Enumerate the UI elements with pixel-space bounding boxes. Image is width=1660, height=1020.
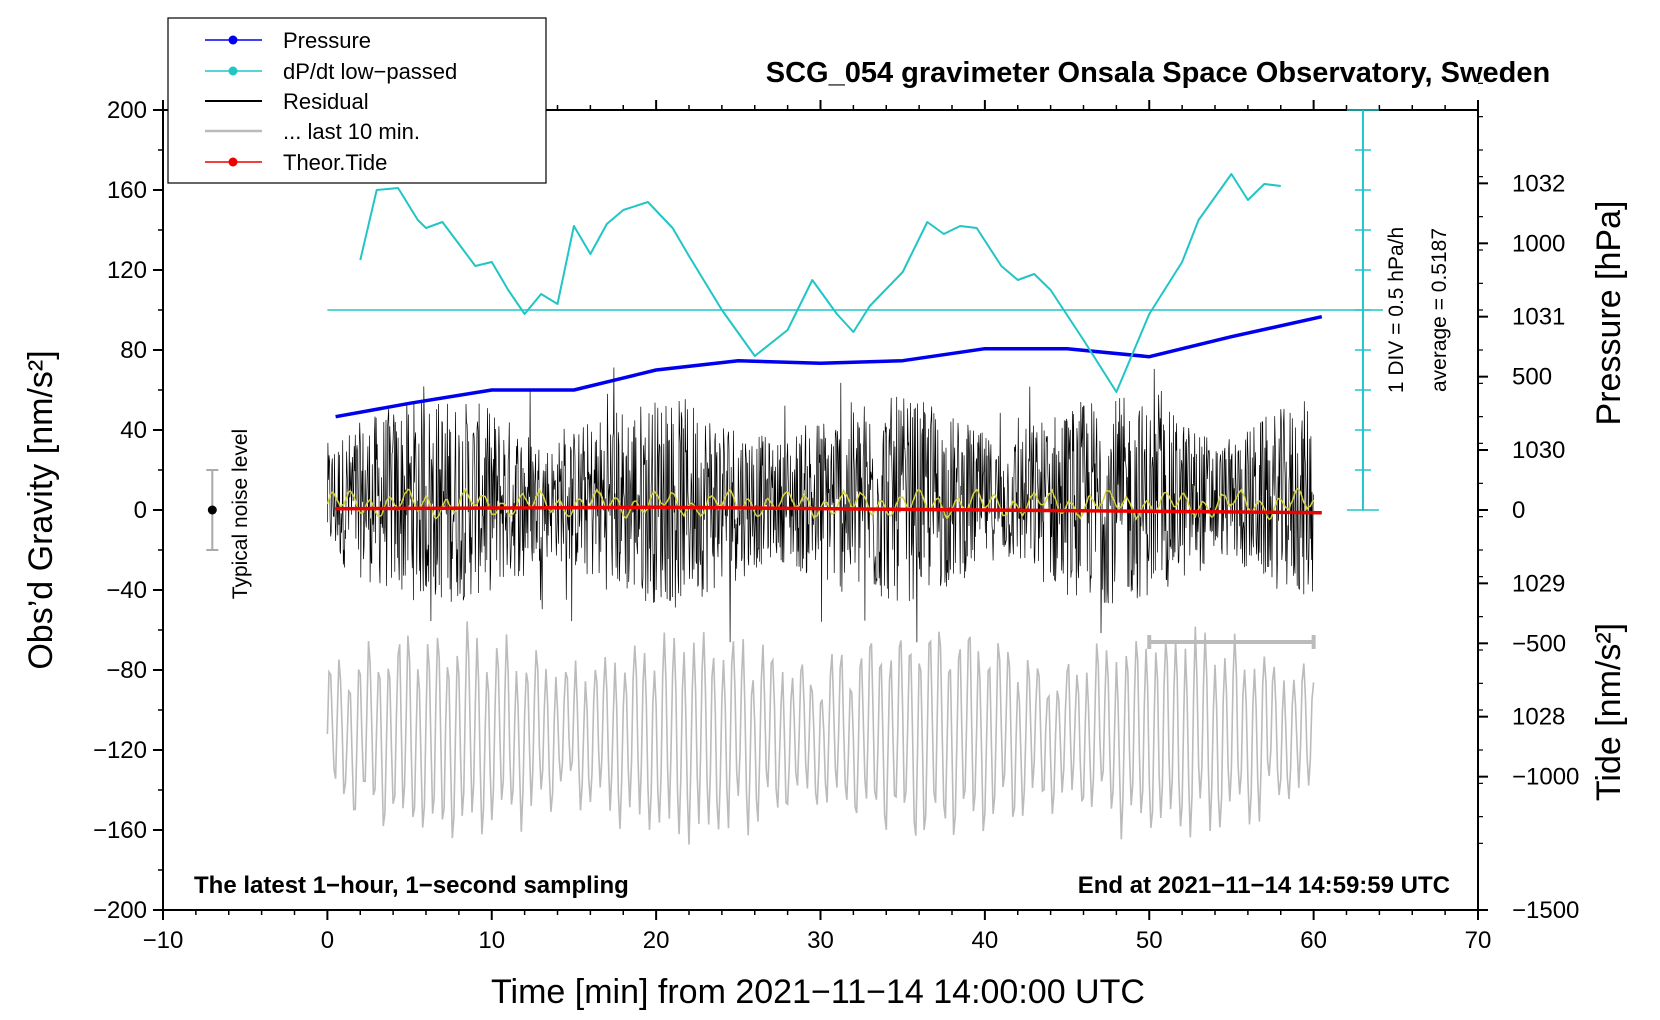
y-axis-label-tide: Tide [nm/s²]	[1590, 623, 1628, 801]
legend-label: Theor.Tide	[283, 150, 387, 175]
x-tick-label: 0	[321, 927, 334, 954]
legend-item-dpdt: dP/dt low−passed	[205, 59, 457, 84]
residual-series	[327, 367, 1314, 643]
x-tick-label: 30	[807, 927, 834, 954]
last10-line	[326, 621, 1315, 845]
legend-marker	[228, 157, 238, 167]
annotation-average: average = 0.5187	[1428, 228, 1451, 392]
y-tick-label: 40	[120, 417, 147, 444]
y-tick-label: 200	[107, 97, 147, 124]
annotation-sampling: The latest 1−hour, 1−second sampling	[194, 872, 629, 899]
series-pressure	[335, 314, 1323, 419]
legend-label: dP/dt low−passed	[283, 59, 457, 84]
x-tick-label: 60	[1300, 927, 1327, 954]
legend-marker	[228, 66, 238, 76]
y-axis-label-pressure: Pressure [hPa]	[1590, 201, 1628, 426]
annotation-markers	[206, 469, 1316, 649]
x-tick-label: 70	[1465, 927, 1492, 954]
tide-tick-label: −500	[1512, 630, 1566, 657]
y-tick-label: 120	[107, 257, 147, 284]
legend-label: Pressure	[283, 28, 371, 53]
x-tick-label: 40	[972, 927, 999, 954]
y-tick-label: −80	[106, 657, 147, 684]
data-series	[335, 173, 1323, 515]
y-tick-label: 0	[134, 497, 147, 524]
y-tick-label: −160	[93, 817, 147, 844]
x-tick-label: −10	[143, 927, 184, 954]
annotation-noise-level: Typical noise level	[229, 429, 252, 599]
tide-tick-label: −1000	[1512, 764, 1579, 791]
x-tick-label: 50	[1136, 927, 1163, 954]
series-theor-tide	[335, 505, 1322, 515]
y-tick-label: −120	[93, 737, 147, 764]
legend: Pressure dP/dt low−passed Residual ... l…	[167, 17, 547, 184]
tide-tick-label: 500	[1512, 364, 1552, 391]
legend-label: ... last 10 min.	[283, 119, 420, 144]
annotation-div-scale: 1 DIV = 0.5 hPa/h	[1385, 227, 1408, 393]
residual-line	[327, 367, 1314, 643]
annotation-end-time: End at 2021−11−14 14:59:59 UTC	[1078, 872, 1450, 899]
y-axis-label-left: Obs’d Gravity [nm/s²]	[22, 350, 60, 669]
tide-tick-label: 0	[1512, 497, 1525, 524]
legend-label: Residual	[283, 89, 369, 114]
legend-marker	[228, 35, 238, 45]
axis-ticks: −10 0 10 20 30 40 50 60 70 −200 −160 −120 −80 −40 0 40 8…	[93, 82, 1579, 954]
last-10-min-series	[326, 621, 1315, 845]
series-dp-dt-low-passed	[359, 173, 1281, 393]
legend-item-last10: ... last 10 min.	[205, 119, 420, 144]
x-tick-label: 20	[643, 927, 670, 954]
pressure-tick-label: 1028	[1512, 704, 1565, 731]
y-tick-label: −200	[93, 897, 147, 924]
legend-item-tide: Theor.Tide	[205, 150, 387, 175]
tide-tick-label: −1500	[1512, 897, 1579, 924]
reference-lines	[327, 109, 1383, 511]
tide-tick-label: 1000	[1512, 230, 1565, 257]
y-tick-label: −40	[106, 577, 147, 604]
chart-title: SCG_054 gravimeter Onsala Space Observat…	[766, 57, 1550, 89]
pressure-tick-label: 1030	[1512, 437, 1565, 464]
pressure-tick-label: 1029	[1512, 570, 1565, 597]
legend-item-pressure: Pressure	[205, 28, 371, 53]
y-tick-label: 80	[120, 337, 147, 364]
noise-bar-center	[207, 505, 217, 515]
x-tick-label: 10	[478, 927, 505, 954]
legend-item-residual: Residual	[205, 89, 369, 114]
pressure-tick-label: 1031	[1512, 304, 1565, 331]
x-axis-label: Time [min] from 2021−11−14 14:00:00 UTC	[491, 973, 1145, 1011]
pressure-tick-label: 1032	[1512, 170, 1565, 197]
y-tick-label: 160	[107, 177, 147, 204]
